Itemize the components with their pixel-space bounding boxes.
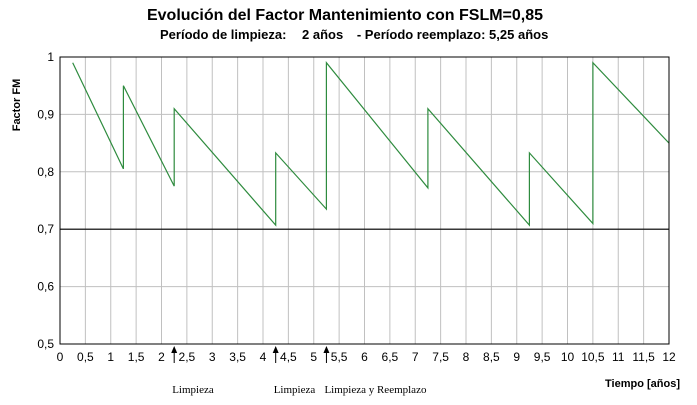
x-tick-label: 9: [513, 350, 520, 364]
x-tick-label: 8: [463, 350, 470, 364]
x-tick-label: 3: [209, 350, 216, 364]
x-tick-label: 11,5: [632, 350, 655, 364]
y-tick-label: 0,5: [37, 337, 54, 351]
x-tick-label: 0: [57, 350, 64, 364]
plot-frame: [59, 56, 670, 345]
x-tick-label: 7: [412, 350, 419, 364]
x-tick-label: 8,5: [483, 350, 500, 364]
x-tick-label: 0,5: [77, 350, 94, 364]
x-tick-label: 10,5: [581, 350, 605, 364]
annotation-arrowhead: [171, 346, 178, 353]
x-tick-label: 3,5: [229, 350, 246, 364]
cleaning-period-value: 2 años: [302, 27, 343, 42]
x-tick-label: 10: [561, 350, 575, 364]
chart-subtitle: Período de limpieza: 2 años - Período re…: [160, 27, 548, 42]
x-tick-label: 11: [612, 350, 625, 364]
x-tick-label: 1: [107, 350, 114, 364]
x-tick-label: 6,5: [382, 350, 399, 364]
annotation-label: Limpieza: [274, 384, 316, 396]
x-tick-label: 4,5: [280, 350, 297, 364]
series-layer: [72, 61, 670, 227]
series-line-factor-fm: [72, 61, 670, 227]
y-tick-label: 0,9: [37, 107, 54, 121]
grid-lines: [59, 56, 670, 345]
x-tick-label: 4: [260, 350, 267, 364]
y-tick-label: 1: [47, 50, 54, 64]
y-tick-labels: 0,5 0,6 0,7 0,8 0,9 1: [37, 50, 54, 351]
x-axis-title: Tiempo [años]: [605, 378, 680, 390]
x-tick-label: 12: [662, 350, 676, 364]
annotation-label: Limpieza: [172, 384, 214, 396]
y-tick-label: 0,7: [37, 222, 54, 236]
annotation-arrowhead: [323, 346, 330, 353]
x-tick-label: 7,5: [432, 350, 449, 364]
plot-frame-rect: [59, 56, 670, 345]
x-tick-label: 5: [310, 350, 317, 364]
chart-title: Evolución del Factor Mantenimiento con F…: [147, 7, 543, 24]
annotation-label: Limpieza y Reemplazo: [324, 384, 427, 396]
cleaning-period-label: Período de limpieza:: [160, 27, 286, 42]
x-tick-label: 1,5: [128, 350, 145, 364]
y-tick-label: 0,6: [37, 280, 54, 294]
x-tick-labels: 0 0,5 1 1,5 2 2,5 3 3,5 4 4,5 5 5,5 6 6,5 7 7,5 8 8,5 9 9,5…: [57, 350, 676, 364]
x-tick-label: 5,5: [331, 350, 348, 364]
x-tick-label: 2,5: [179, 350, 196, 364]
replacement-period: - Período reemplazo: 5,25 años: [357, 27, 548, 42]
annotation-arrowhead: [272, 346, 279, 353]
annotations: Limpieza Limpieza Limpieza y Reemplazo: [171, 346, 427, 396]
x-tick-label: 9,5: [534, 350, 551, 364]
y-tick-label: 0,8: [37, 165, 54, 179]
x-tick-label: 6: [361, 350, 368, 364]
y-axis-title: Factor FM: [11, 79, 23, 132]
x-tick-label: 2: [158, 350, 165, 364]
